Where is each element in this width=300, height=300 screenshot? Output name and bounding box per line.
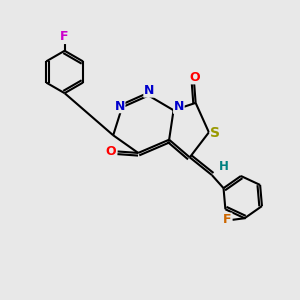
Text: O: O [106,145,116,158]
Text: N: N [174,100,184,113]
Text: N: N [144,84,154,97]
Text: F: F [223,213,232,226]
Text: O: O [189,71,200,84]
Text: F: F [60,30,69,44]
Text: N: N [115,100,125,112]
Text: S: S [210,126,220,140]
Text: H: H [219,160,229,173]
